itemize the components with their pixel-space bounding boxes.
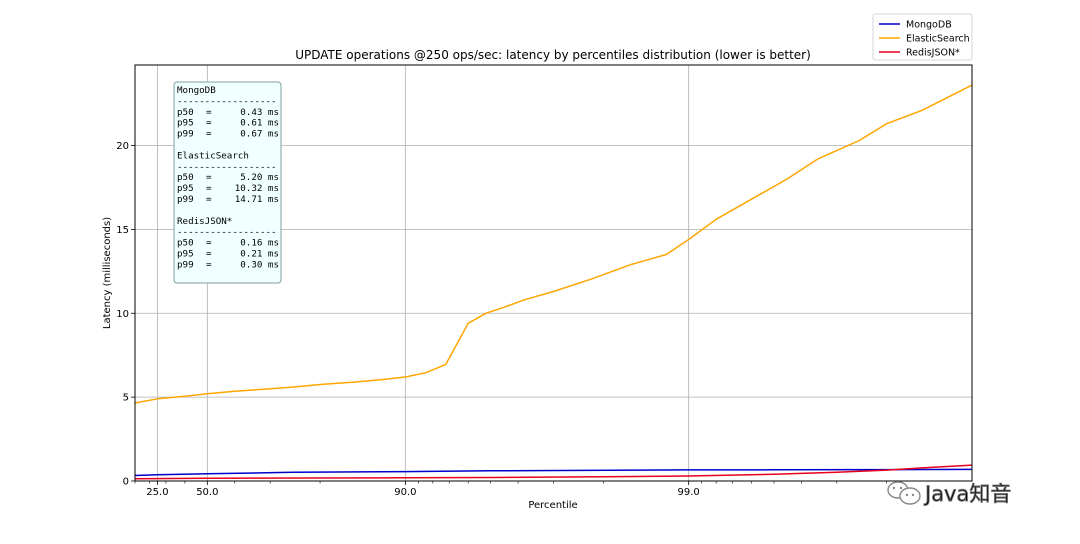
summary-value: 0.67 ms — [240, 129, 279, 140]
x-tick-label: 25.0 — [146, 487, 168, 498]
legend-box — [872, 13, 973, 61]
summary-group-name: RedisJSON* — [177, 216, 232, 227]
summary-percentile: p95 — [177, 183, 194, 194]
summary-percentile: p99 — [177, 194, 194, 205]
summary-value: 0.30 ms — [240, 259, 279, 270]
x-tick-label: 50.0 — [196, 487, 218, 498]
legend-label: MongoDB — [906, 20, 952, 31]
summary-value: 10.32 ms — [235, 183, 279, 194]
series-line-redisjson — [134, 464, 973, 480]
y-tick-label: 20 — [116, 141, 129, 152]
summary-equals: = — [206, 129, 212, 140]
x-tick-label: 99.0 — [678, 487, 700, 498]
summary-value: 0.21 ms — [240, 249, 279, 260]
summary-value: 0.16 ms — [240, 238, 279, 249]
wechat-icon — [887, 481, 921, 505]
summary-separator: ------------------ — [177, 161, 277, 172]
legend-label: RedisJSON* — [906, 48, 960, 59]
y-tick-label: 0 — [123, 477, 129, 488]
summary-percentile: p50 — [177, 238, 194, 249]
summary-value: 0.61 ms — [240, 118, 279, 129]
y-tick-label: 5 — [123, 393, 129, 404]
y-axis-label: Latency (milliseconds) — [102, 217, 113, 329]
summary-equals: = — [206, 107, 212, 118]
y-tick-label: 15 — [116, 225, 129, 236]
summary-equals: = — [206, 183, 212, 194]
series-layer — [134, 84, 973, 480]
summary-percentile: p50 — [177, 107, 194, 118]
chart-title: UPDATE operations @250 ops/sec: latency … — [295, 48, 811, 62]
summary-box-bg — [173, 81, 282, 284]
summary-percentile: p95 — [177, 249, 194, 260]
legend: MongoDB ElasticSearch RedisJSON* — [872, 13, 973, 61]
summary-equals: = — [206, 249, 212, 260]
summary-equals: = — [206, 172, 212, 183]
summary-equals: = — [206, 194, 212, 205]
summary-group-name: ElasticSearch — [177, 150, 249, 161]
x-axis-label: Percentile — [528, 500, 577, 511]
summary-value: 0.43 ms — [240, 107, 279, 118]
summary-equals: = — [206, 259, 212, 270]
summary-separator: ------------------ — [177, 96, 277, 107]
summary-separator: ------------------ — [177, 227, 277, 238]
y-tick-label: 10 — [116, 309, 129, 320]
summary-percentile: p95 — [177, 118, 194, 129]
watermark-text: Java知音 — [923, 482, 1011, 506]
summary-percentile: p50 — [177, 172, 194, 183]
series-line-mongodb — [134, 468, 973, 477]
summary-equals: = — [206, 238, 212, 249]
legend-label: ElasticSearch — [906, 34, 970, 45]
x-tick-label: 90.0 — [394, 487, 416, 498]
watermark: Java知音 — [887, 481, 1012, 506]
summary-equals: = — [206, 118, 212, 129]
series-line-elasticsearch — [134, 84, 973, 404]
summary-percentile: p99 — [177, 259, 194, 270]
summary-percentile: p99 — [177, 129, 194, 140]
summary-value: 5.20 ms — [240, 172, 279, 183]
summary-group-name: MongoDB — [177, 85, 216, 96]
axis-layer: 0 5 10 15 20 25.0 50.0 90.0 99.0 — [116, 141, 888, 498]
summary-value: 14.71 ms — [235, 194, 279, 205]
